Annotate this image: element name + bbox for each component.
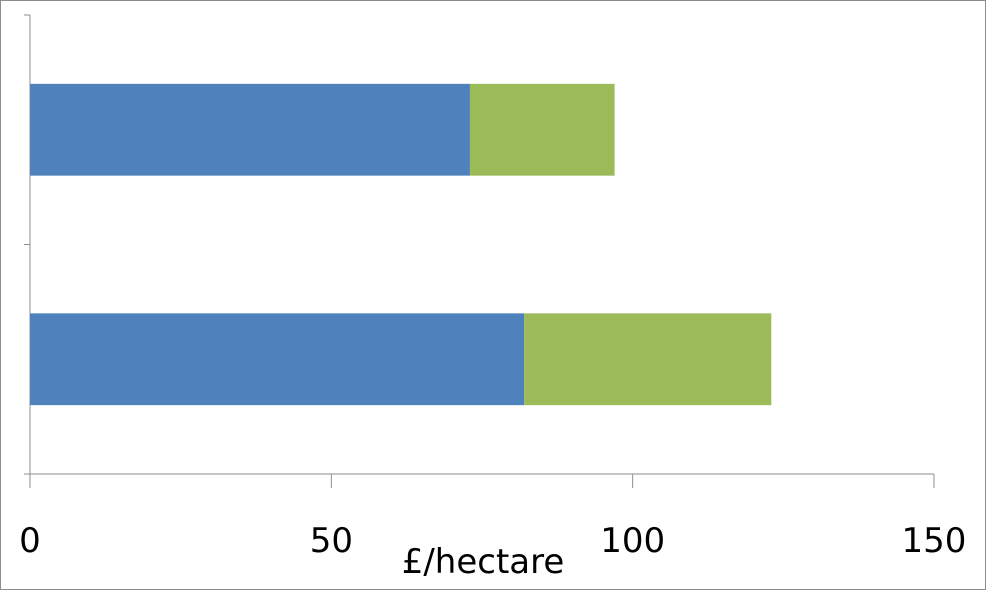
x-axis-title: £/hectare	[402, 542, 565, 582]
bar-segment-series-2-category-1	[524, 313, 772, 406]
bar-segment-series-2-category-2	[469, 83, 615, 176]
bars	[30, 83, 772, 406]
x-tick-label: 50	[310, 521, 353, 561]
x-tick-label: 150	[902, 521, 967, 561]
tick-labels: 0 50 100 150	[19, 521, 966, 561]
bar-segment-series-1-category-1	[30, 313, 525, 406]
bar-segment-series-1-category-2	[30, 83, 470, 176]
x-tick-label: 100	[600, 521, 665, 561]
x-tick-label: 0	[19, 521, 41, 561]
